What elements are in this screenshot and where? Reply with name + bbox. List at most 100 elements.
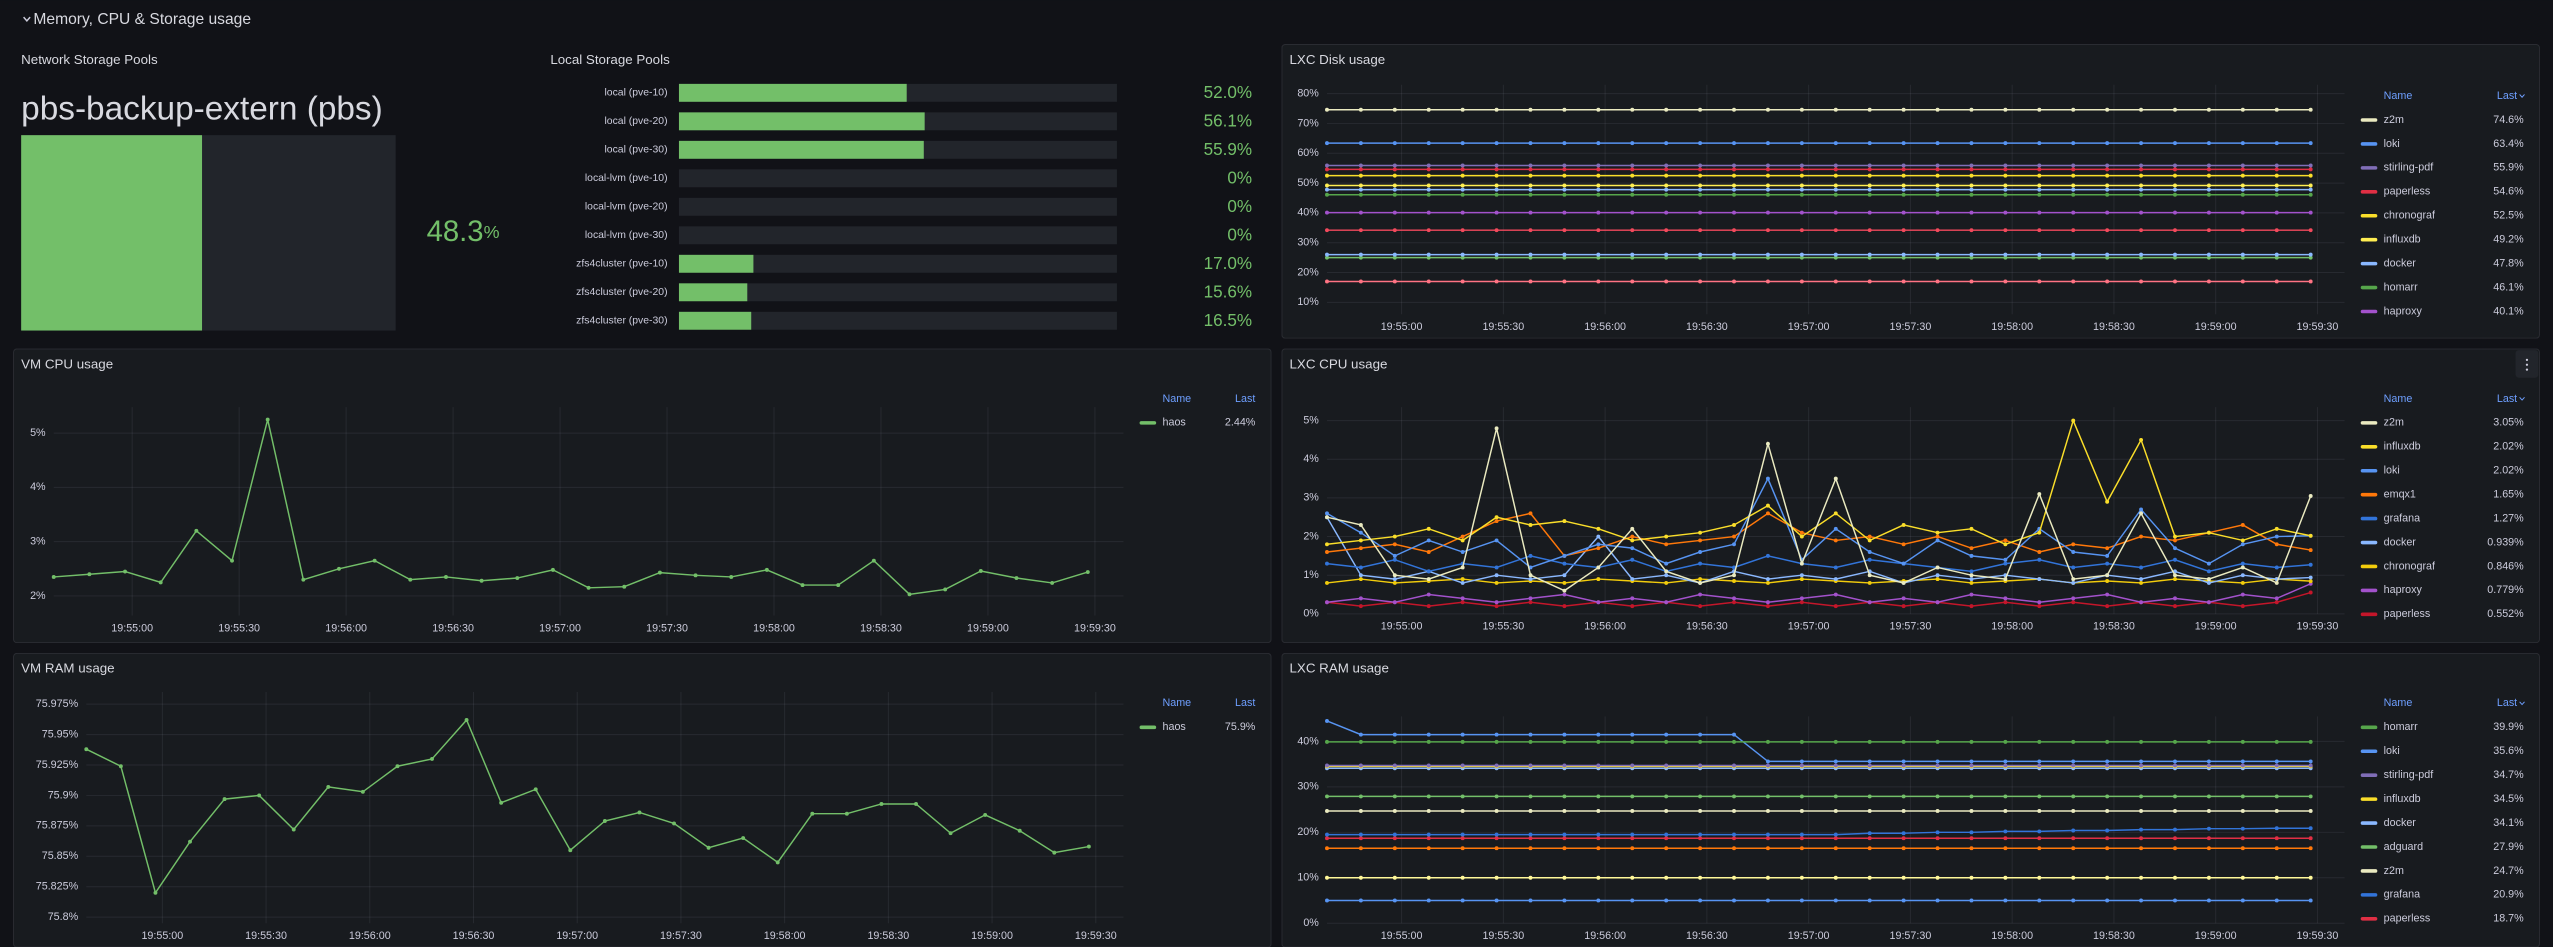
legend-header[interactable]: Last — [2497, 90, 2517, 102]
data-point — [1765, 107, 1770, 112]
legend-name[interactable]: homarr — [2384, 721, 2418, 733]
x-tick-label: 19:58:00 — [753, 622, 795, 634]
data-point — [1732, 579, 1736, 583]
data-point — [2206, 228, 2211, 233]
data-point — [1901, 107, 1906, 112]
data-point — [1358, 228, 1363, 233]
data-point — [1901, 192, 1906, 197]
legend-name[interactable]: docker — [2384, 257, 2417, 269]
legend-header[interactable]: Name — [1163, 393, 1192, 405]
data-point — [1833, 107, 1838, 112]
data-point — [1698, 279, 1703, 284]
legend-header[interactable]: Last — [1235, 697, 1255, 709]
legend-name[interactable]: stirling-pdf — [2384, 769, 2434, 781]
data-point — [550, 567, 555, 572]
legend-name[interactable]: homarr — [2384, 281, 2418, 293]
data-point — [1799, 192, 1804, 197]
data-point — [1426, 592, 1431, 597]
legend-header[interactable]: Last — [1235, 393, 1255, 405]
data-point — [2139, 898, 2144, 903]
legend-name[interactable]: grafana — [2384, 512, 2420, 524]
legend-name[interactable]: docker — [2384, 817, 2417, 829]
legend-name[interactable]: stirling-pdf — [2384, 162, 2434, 174]
data-point — [2206, 763, 2211, 768]
data-point — [2003, 167, 2008, 172]
data-point — [1325, 580, 1329, 585]
legend-name[interactable]: haos — [1163, 417, 1186, 429]
legend-name[interactable]: z2m — [2384, 865, 2404, 877]
data-point — [879, 801, 884, 806]
legend-header[interactable]: Name — [2384, 90, 2413, 102]
data-point — [2139, 836, 2144, 841]
legend-name[interactable]: haos — [1163, 721, 1186, 733]
data-point — [1630, 192, 1635, 197]
legend-name[interactable]: haproxy — [2384, 584, 2423, 596]
data-point — [2037, 875, 2042, 880]
legend-name[interactable]: grafana — [2384, 889, 2420, 901]
data-point — [2206, 183, 2211, 188]
data-point — [1698, 794, 1703, 799]
legend-name[interactable]: chronograf — [2384, 560, 2435, 572]
legend-header[interactable]: Last — [2497, 697, 2517, 709]
y-tick-label: 20% — [1297, 826, 1319, 838]
x-tick-label: 19:59:00 — [2195, 621, 2237, 633]
data-point — [1596, 183, 1601, 188]
data-point — [372, 558, 377, 563]
data-point — [1969, 167, 1974, 172]
data-point — [1426, 183, 1431, 188]
legend-name[interactable]: paperless — [2384, 608, 2431, 620]
legend-name[interactable]: influxdb — [2384, 234, 2421, 246]
data-point — [2240, 836, 2245, 841]
data-point — [1901, 759, 1906, 764]
series-line — [1326, 720, 2311, 763]
row-title[interactable]: Memory, CPU & Storage usage — [33, 11, 251, 28]
data-point — [2003, 577, 2008, 582]
data-point — [1935, 763, 1940, 768]
legend-name[interactable]: emqx1 — [2384, 489, 2416, 501]
data-point — [291, 827, 296, 832]
legend-name[interactable]: paperless — [2384, 186, 2431, 198]
data-point — [1732, 600, 1736, 605]
data-point — [1494, 600, 1499, 605]
data-point — [1833, 794, 1838, 799]
bar-value: 17.0% — [1204, 254, 1252, 273]
row-chevron[interactable] — [23, 16, 31, 22]
legend-header[interactable]: Last — [2497, 393, 2517, 405]
legend-name[interactable]: paperless — [2384, 913, 2431, 925]
legend-name[interactable]: haproxy — [2384, 305, 2423, 317]
legend-name[interactable]: loki — [2384, 745, 2400, 757]
bar-label: zfs4cluster (pve-20) — [576, 287, 667, 298]
data-point — [2037, 163, 2042, 168]
data-point — [1460, 255, 1465, 260]
legend-header[interactable]: Name — [2384, 393, 2413, 405]
data-point — [2003, 875, 2008, 880]
legend-name[interactable]: docker — [2384, 536, 2417, 548]
data-point — [2173, 167, 2177, 172]
data-point — [1358, 173, 1363, 178]
legend-name[interactable]: influxdb — [2384, 793, 2421, 805]
legend-name[interactable]: adguard — [2384, 841, 2423, 853]
data-point — [2308, 255, 2313, 260]
bar-value: 55.9% — [1204, 140, 1252, 159]
data-point — [1392, 173, 1397, 178]
data-point — [1969, 183, 1974, 188]
legend-name[interactable]: z2m — [2384, 114, 2404, 126]
legend-header[interactable]: Name — [1163, 697, 1192, 709]
data-point — [1698, 183, 1703, 188]
data-point — [2206, 187, 2211, 192]
legend-name[interactable]: z2m — [2384, 417, 2404, 429]
data-point — [1935, 577, 1940, 582]
y-tick-label: 4% — [1303, 453, 1319, 465]
data-point — [1494, 167, 1499, 172]
data-point — [1494, 252, 1499, 257]
data-point — [2274, 898, 2279, 903]
data-point — [2003, 279, 2008, 284]
stat-value: 48.3% — [427, 215, 500, 248]
data-point — [2308, 875, 2313, 880]
legend-name[interactable]: chronograf — [2384, 210, 2435, 222]
legend-name[interactable]: loki — [2384, 138, 2400, 150]
panel-frame — [13, 348, 1272, 644]
legend-header[interactable]: Name — [2384, 697, 2413, 709]
legend-name[interactable]: loki — [2384, 465, 2400, 477]
legend-name[interactable]: influxdb — [2384, 441, 2421, 453]
